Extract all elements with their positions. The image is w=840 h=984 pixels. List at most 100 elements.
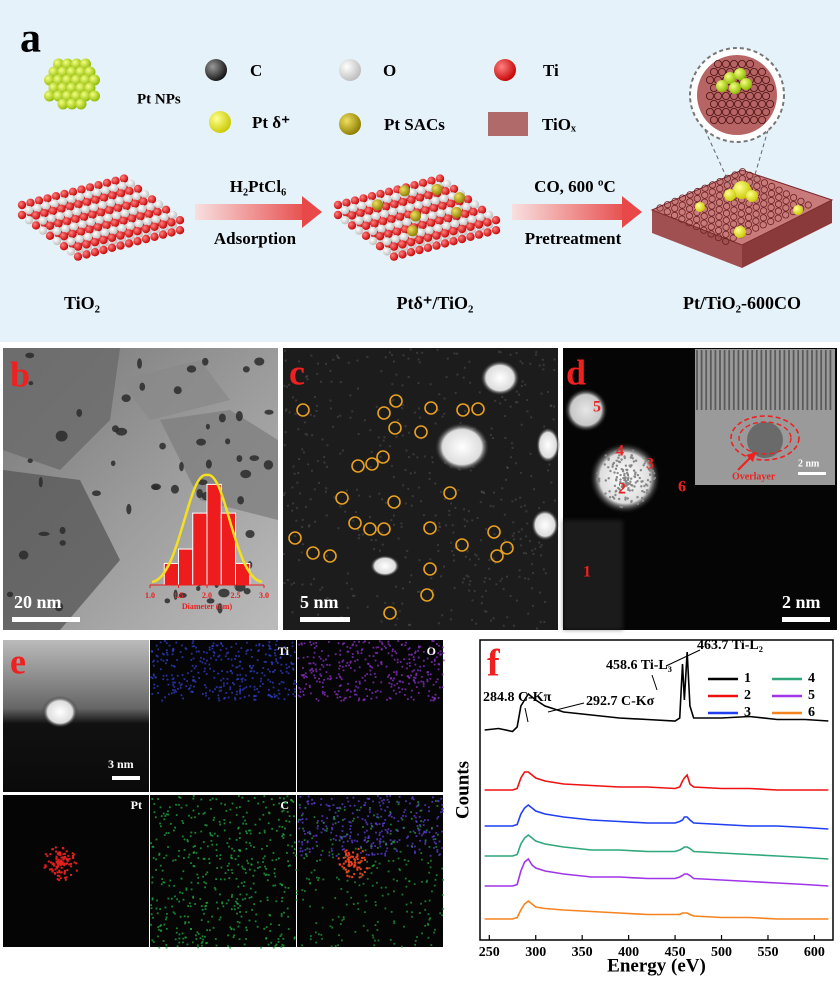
map-signal — [436, 833, 439, 836]
stem-noise — [297, 360, 300, 363]
stem-noise — [397, 537, 400, 540]
map-signal — [334, 822, 337, 825]
slab-atom — [443, 214, 453, 223]
map-signal — [313, 816, 316, 819]
map-signal — [376, 929, 379, 931]
map-signal — [244, 872, 247, 874]
lattice-dot — [633, 485, 636, 488]
stem-noise — [379, 455, 382, 458]
pt-np-atom — [75, 82, 87, 94]
lattice-dot — [614, 451, 617, 454]
annotation: 458.6 Ti-L₃ — [606, 658, 672, 673]
map-signal — [269, 923, 272, 926]
map-background — [297, 640, 443, 792]
map-signal — [431, 835, 434, 838]
map-signal — [219, 893, 221, 896]
map-signal — [422, 824, 425, 826]
tiox-side — [652, 210, 742, 268]
stem-noise — [527, 612, 530, 615]
slab-atom — [93, 223, 103, 232]
slab-atom — [419, 213, 429, 222]
stem-noise — [340, 615, 343, 618]
map-signal — [250, 896, 253, 898]
map-signal — [387, 643, 390, 646]
map-signal — [262, 857, 265, 860]
map-signal — [408, 653, 411, 656]
map-signal — [249, 832, 252, 835]
stem-noise — [418, 407, 421, 410]
map-signal — [242, 885, 245, 887]
map-signal — [353, 839, 356, 842]
map-signal — [274, 944, 277, 947]
map-signal — [163, 653, 165, 656]
map-signal — [158, 852, 161, 855]
map-signal — [171, 653, 174, 656]
tem-particle — [240, 469, 252, 479]
map-signal — [304, 672, 307, 675]
map-signal — [437, 815, 440, 818]
tiox-hex — [804, 201, 812, 209]
map-signal — [182, 822, 185, 825]
lattice-dot — [604, 454, 607, 457]
map-signal — [428, 810, 430, 813]
stem-noise — [505, 575, 508, 578]
legend-o — [339, 59, 361, 81]
map-signal — [68, 857, 71, 860]
stem-noise — [474, 564, 477, 567]
slab-atom — [126, 221, 135, 231]
map-signal — [239, 673, 242, 676]
map-signal — [336, 807, 339, 810]
slab-atom — [467, 215, 477, 224]
map-signal — [339, 863, 342, 866]
stem-particle — [531, 509, 559, 541]
lattice-dot — [607, 466, 610, 469]
slab-atom — [368, 236, 378, 246]
map-signal — [416, 936, 418, 938]
slab-atom — [52, 226, 62, 236]
stem-particle — [434, 422, 490, 472]
map-signal — [403, 693, 406, 696]
map-signal — [204, 886, 206, 889]
map-signal — [323, 829, 326, 832]
map-signal — [385, 850, 388, 853]
map-signal — [412, 698, 415, 701]
map-signal — [237, 925, 240, 928]
map-signal — [179, 891, 181, 894]
map-signal — [198, 677, 200, 679]
map-signal — [362, 699, 365, 702]
stem-noise — [391, 354, 394, 357]
slab-atom — [438, 201, 447, 211]
stem-noise — [538, 364, 541, 367]
pt-np-atom — [48, 82, 60, 94]
slab-atom — [428, 211, 437, 220]
map-signal — [301, 841, 303, 843]
map-signal — [163, 881, 166, 884]
lattice-dot — [630, 454, 633, 458]
spectrum-line — [484, 899, 829, 920]
stem-noise — [504, 415, 507, 418]
label: H₂PtCl₆ — [230, 177, 286, 196]
map-signal — [356, 853, 359, 856]
map-signal — [302, 673, 305, 676]
map-signal — [219, 649, 222, 651]
slab-atom — [441, 187, 450, 196]
stem-noise — [380, 620, 383, 623]
map-signal — [269, 680, 272, 683]
tem-particle — [27, 458, 33, 464]
map-signal — [288, 665, 290, 668]
map-signal — [436, 850, 439, 853]
tiox-hex — [782, 211, 790, 219]
stem-noise — [452, 554, 455, 557]
map-signal — [364, 801, 367, 804]
map-signal — [247, 800, 250, 802]
map-signal — [305, 676, 308, 679]
map-signal — [353, 817, 355, 820]
stem-noise — [283, 444, 286, 447]
lattice-dot — [619, 478, 622, 481]
tem-particle — [186, 365, 197, 373]
map-signal — [377, 816, 380, 819]
map-signal — [237, 678, 240, 680]
map-signal — [191, 642, 194, 645]
map-signal — [173, 685, 176, 688]
map-signal — [420, 834, 423, 837]
